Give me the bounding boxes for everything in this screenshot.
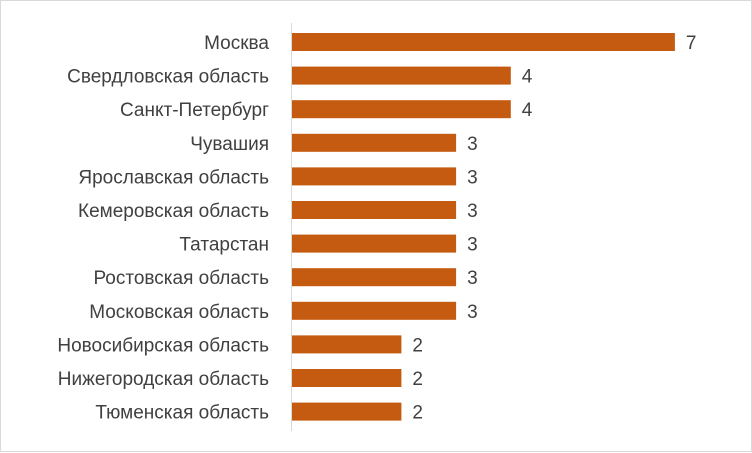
category-label: Татарстан	[179, 235, 269, 256]
value-label: 3	[467, 268, 478, 289]
bar	[292, 133, 457, 152]
value-label: 3	[467, 235, 478, 256]
value-label: 2	[412, 335, 423, 356]
value-label: 4	[522, 100, 533, 121]
bar	[292, 100, 511, 119]
category-label: Московская область	[89, 302, 269, 323]
bar	[292, 33, 675, 51]
category-label: Чувашия	[190, 134, 269, 155]
value-labels-group: 7 4 4 3 3 3 3 3 3 2 2 2	[412, 33, 696, 424]
category-label: Свердловская область	[67, 67, 269, 88]
value-label: 3	[467, 201, 478, 222]
value-label: 7	[686, 33, 697, 54]
bar	[292, 402, 402, 421]
category-label: Тюменская область	[95, 403, 269, 424]
bar	[292, 301, 457, 320]
bar	[292, 66, 511, 85]
value-label: 2	[412, 369, 423, 390]
category-labels-group: Москва Свердловская область Санкт-Петербур…	[57, 33, 269, 424]
category-label: Ярославская область	[78, 167, 269, 188]
bar	[292, 167, 457, 186]
category-label: Ростовская область	[93, 268, 269, 289]
category-label: Кемеровская область	[78, 201, 269, 222]
bar	[292, 201, 457, 219]
value-label: 2	[412, 403, 423, 424]
value-label: 4	[522, 67, 533, 88]
category-label: Санкт-Петербург	[120, 100, 269, 121]
value-label: 3	[467, 134, 478, 155]
value-label: 3	[467, 302, 478, 323]
bar	[292, 369, 402, 387]
category-label: Новосибирская область	[57, 335, 269, 356]
bar	[292, 268, 457, 287]
bar	[292, 335, 402, 354]
bars-group	[292, 33, 675, 421]
category-label: Нижегородская область	[58, 369, 269, 390]
category-label: Москва	[204, 33, 269, 54]
value-label: 3	[467, 167, 478, 188]
bar	[292, 234, 457, 253]
